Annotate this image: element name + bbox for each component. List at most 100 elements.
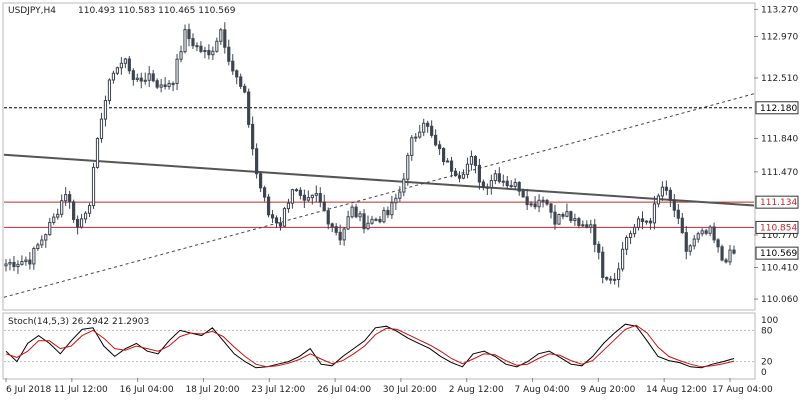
candle-body-bull bbox=[621, 248, 625, 270]
candle bbox=[44, 233, 48, 248]
candle bbox=[175, 53, 179, 91]
symbol-label: USDJPY,H4 bbox=[8, 6, 56, 16]
candle-body-bull bbox=[581, 224, 585, 227]
candle bbox=[688, 244, 692, 256]
candle bbox=[430, 120, 434, 138]
candle bbox=[366, 215, 370, 231]
y-tick-label: 110.410 bbox=[761, 263, 798, 273]
candle-body-bear bbox=[139, 77, 143, 82]
stoch-y-tick-label: 100 bbox=[761, 316, 778, 326]
candle-body-bear bbox=[127, 58, 131, 72]
candle bbox=[306, 190, 310, 203]
candle-body-bear bbox=[545, 199, 549, 205]
candle-body-bull bbox=[306, 197, 310, 201]
candle-body-bear bbox=[223, 29, 227, 48]
candle bbox=[342, 227, 346, 246]
level-price-tag-2-box bbox=[755, 220, 799, 234]
candle-body-bear bbox=[155, 80, 159, 88]
candle bbox=[489, 174, 493, 195]
candle-body-bear bbox=[664, 186, 668, 191]
candle-body-bear bbox=[195, 45, 199, 48]
candle-body-bull bbox=[111, 72, 116, 81]
candle bbox=[426, 120, 430, 133]
candle-body-bear bbox=[553, 211, 557, 225]
candle bbox=[577, 216, 581, 229]
candle-body-bull bbox=[123, 58, 127, 64]
y-tick-label: 113.270 bbox=[761, 5, 798, 15]
current-price-tag: 110.569 bbox=[755, 246, 799, 260]
candle bbox=[171, 81, 175, 92]
candle bbox=[386, 206, 390, 218]
candle bbox=[438, 140, 442, 155]
candle-body-bear bbox=[251, 123, 255, 150]
candle-body-bear bbox=[227, 46, 231, 62]
candle bbox=[553, 204, 557, 230]
candle-body-bull bbox=[418, 131, 422, 138]
candle-body-bear bbox=[438, 144, 442, 150]
candle bbox=[461, 169, 466, 180]
candle-body-bear bbox=[668, 189, 672, 201]
candle bbox=[644, 220, 649, 225]
candle bbox=[219, 27, 223, 45]
candle bbox=[581, 220, 585, 228]
candle-body-bull bbox=[115, 67, 119, 74]
current-price-tag-box bbox=[755, 246, 799, 260]
candle bbox=[95, 137, 100, 169]
candle-body-bull bbox=[422, 122, 426, 133]
candle bbox=[497, 167, 501, 184]
candle-body-bear bbox=[68, 194, 72, 203]
candle-body-bear bbox=[640, 218, 645, 222]
candle bbox=[159, 78, 163, 93]
candle bbox=[286, 198, 291, 213]
stoch-y-tick-label: 20 bbox=[761, 358, 773, 368]
candle bbox=[513, 178, 517, 191]
candle-body-bull bbox=[211, 50, 215, 56]
candle-body-bull bbox=[103, 100, 108, 120]
candle bbox=[318, 187, 322, 208]
candle-body-bull bbox=[44, 234, 48, 241]
candle bbox=[696, 231, 700, 243]
candle bbox=[191, 33, 195, 49]
candle-body-bull bbox=[119, 62, 123, 69]
ascending-trendline bbox=[3, 93, 755, 298]
candle bbox=[362, 209, 366, 234]
candle bbox=[402, 172, 406, 197]
candle bbox=[585, 220, 589, 229]
candle bbox=[358, 211, 362, 222]
candle-body-bull bbox=[219, 29, 223, 42]
candle bbox=[48, 217, 52, 236]
candle-body-bear bbox=[266, 196, 271, 216]
candle bbox=[549, 202, 553, 219]
candle-body-bull bbox=[696, 233, 700, 240]
candle-body-bear bbox=[434, 134, 438, 146]
candle bbox=[56, 208, 60, 220]
candle-body-bear bbox=[521, 190, 525, 198]
candle bbox=[76, 215, 80, 235]
candle bbox=[231, 54, 235, 75]
y-tick-label: 111.840 bbox=[761, 134, 798, 144]
candle-body-bear bbox=[330, 223, 334, 228]
candle-body-bear bbox=[151, 73, 155, 82]
candle bbox=[640, 211, 645, 230]
candle-body-bear bbox=[294, 189, 298, 192]
candle bbox=[179, 45, 183, 63]
candle bbox=[672, 193, 676, 218]
candle bbox=[99, 112, 104, 143]
candle-body-bull bbox=[469, 156, 474, 165]
candle bbox=[684, 226, 688, 260]
candle bbox=[243, 83, 247, 94]
candle-body-bull bbox=[40, 239, 44, 246]
candle-body-bear bbox=[247, 91, 251, 125]
candle-body-bull bbox=[565, 211, 569, 217]
x-tick-label: 16 Jul 04:00 bbox=[120, 385, 174, 395]
candle-body-bull bbox=[465, 163, 470, 175]
candle-body-bear bbox=[207, 50, 211, 56]
candle-body-bear bbox=[613, 278, 617, 281]
candle bbox=[203, 46, 207, 59]
candle-body-bear bbox=[569, 211, 573, 222]
candle-body-bear bbox=[724, 259, 728, 263]
candle-body-bear bbox=[72, 201, 76, 220]
current-price-tag-text: 110.569 bbox=[760, 249, 797, 259]
candle-body-bull bbox=[147, 73, 151, 81]
candle-body-bear bbox=[509, 185, 513, 188]
